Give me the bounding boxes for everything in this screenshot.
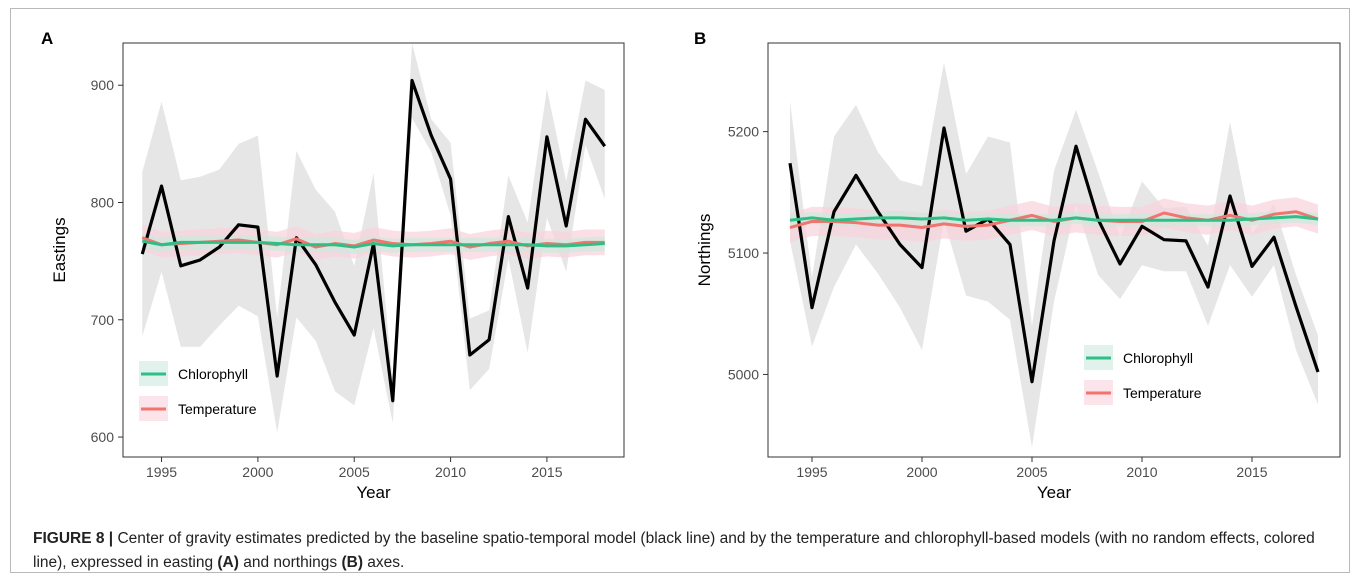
- x-tick-label: 2005: [1016, 464, 1047, 480]
- chlorophyll-line: [789, 215, 1319, 222]
- legend: Chlorophyll Temperature: [1084, 345, 1202, 405]
- x-tick-label: 2005: [339, 464, 370, 480]
- y-tick-label: 900: [91, 77, 115, 93]
- panel-label: A: [41, 29, 53, 48]
- legend-label: Chlorophyll: [1123, 350, 1193, 366]
- y-axis-title: Northings: [695, 214, 714, 287]
- caption-ref-a: (A): [217, 554, 239, 571]
- x-tick-label: 2010: [435, 464, 466, 480]
- caption-text-3: axes.: [363, 554, 405, 571]
- x-tick-label: 1995: [146, 464, 177, 480]
- caption-text-2: and northings: [238, 554, 342, 571]
- y-tick-label: 600: [91, 429, 115, 445]
- legend: Chlorophyll Temperature: [139, 361, 257, 421]
- panel-b: B 1995 2000 2005 2010 2015 5000 5100 5200 Year Nor…: [694, 29, 1341, 502]
- panel-label: B: [694, 29, 706, 48]
- x-tick-label: 2000: [242, 464, 273, 480]
- y-tick-label: 5100: [728, 245, 759, 261]
- y-tick-label: 700: [91, 312, 115, 328]
- figure: A 1995 2000 2005 2010 2015 600 700 800 900 Year Eas…: [10, 8, 1350, 573]
- y-tick-label: 5200: [728, 124, 759, 140]
- caption-text-1: Center of gravity estimates predicted by…: [33, 530, 1315, 571]
- y-axis-title: Eastings: [50, 217, 69, 282]
- y-tick-label: 800: [91, 195, 115, 211]
- baseline-ribbon: [790, 62, 1318, 448]
- x-tick-label: 2015: [531, 464, 562, 480]
- chlorophyll-ribbon: [790, 210, 1318, 227]
- x-tick-label: 2000: [906, 464, 937, 480]
- x-tick-label: 2010: [1126, 464, 1157, 480]
- y-tick-label: 5000: [728, 366, 759, 382]
- legend-label: Temperature: [178, 401, 257, 417]
- baseline-line: [788, 126, 1320, 384]
- panel-a: A 1995 2000 2005 2010 2015 600 700 800 900 Year Eas…: [41, 29, 625, 502]
- x-axis-title: Year: [356, 483, 391, 502]
- x-axis-title: Year: [1037, 483, 1072, 502]
- figure-plots: A 1995 2000 2005 2010 2015 600 700 800 900 Year Eas…: [41, 29, 1341, 502]
- x-tick-label: 1995: [796, 464, 827, 480]
- caption-ref-b: (B): [341, 554, 363, 571]
- legend-label: Chlorophyll: [178, 366, 248, 382]
- legend-label: Temperature: [1123, 385, 1202, 401]
- chlorophyll-line: [141, 239, 605, 249]
- figure-caption: FIGURE 8 | Center of gravity estimates p…: [33, 527, 1348, 575]
- x-tick-label: 2015: [1236, 464, 1267, 480]
- caption-label: FIGURE 8 |: [33, 530, 114, 547]
